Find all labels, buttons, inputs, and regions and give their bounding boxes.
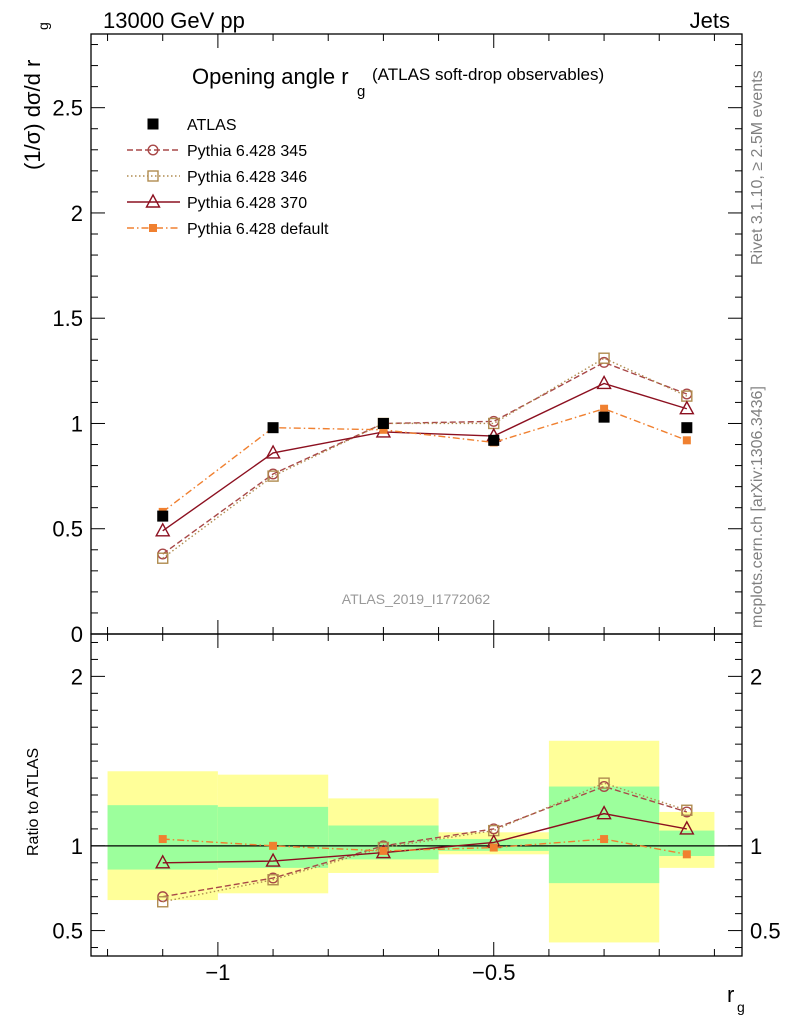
point-atlas [157, 510, 169, 522]
point-pythia-6-428-345 [598, 356, 610, 368]
point-pythia-6-428-370 [265, 444, 281, 459]
y-axis-label: (1/σ) dσ/d r [20, 60, 45, 170]
ratio-point-pythia-6-428-default [682, 850, 691, 859]
legend-label-pythia-6-428-346: Pythia 6.428 346 [187, 169, 307, 186]
series-line-pythia-6-428-345 [162, 361, 688, 555]
ratio-point-pythia-6-428-default [158, 835, 167, 844]
point-atlas [267, 422, 279, 434]
ratio-point-pythia-6-428-370 [596, 805, 612, 820]
ratio-point-pythia-6-428-370 [679, 820, 695, 835]
main-plot [155, 352, 695, 564]
ratio-point-pythia-6-428-346 [157, 896, 169, 908]
legend-marker-pythia-6-428-default [149, 224, 157, 232]
ratio-y-axis-label: Ratio to ATLAS [25, 748, 42, 856]
point-pythia-6-428-346 [157, 552, 169, 564]
point-pythia-6-428-346 [267, 470, 279, 482]
ratio-point-pythia-6-428-370 [155, 854, 171, 869]
y-tick-label: 1 [71, 411, 83, 436]
y-tick-label: 0 [71, 622, 83, 647]
side-label-bottom: mcplots.cern.ch [arXiv:1306.3436] [749, 386, 766, 628]
ratio-tick-label-right: 2 [750, 664, 762, 689]
header-right: Jets [690, 8, 730, 33]
x-axis-label: r [727, 982, 734, 1007]
point-atlas [598, 411, 610, 423]
ratio-point-pythia-6-428-default [489, 843, 498, 852]
header-left: 13000 GeV pp [103, 8, 245, 33]
ratio-point-pythia-6-428-370 [265, 852, 281, 867]
chart-title-tail: (ATLAS soft-drop observables) [372, 65, 604, 84]
ratio-tick-label-left: 1 [71, 834, 83, 859]
ratio-point-pythia-6-428-346 [267, 874, 279, 886]
point-atlas [377, 417, 389, 429]
chart-title: Opening angle r [192, 64, 349, 89]
legend-marker-pythia-6-428-346 [147, 170, 159, 182]
legend: ATLAS Pythia 6.428 345 Pythia 6.428 346 Pyt… [127, 117, 329, 238]
ratio-tick-label-right: 0.5 [750, 919, 781, 944]
y-tick-label: 0.5 [52, 517, 83, 542]
ratio-tick-label-left: 2 [71, 664, 83, 689]
ratio-band-green [548, 786, 660, 884]
ratio-tick-label-left: 0.5 [52, 919, 83, 944]
legend-marker-pythia-6-428-370 [145, 193, 161, 208]
legend-label-pythia-6-428-345: Pythia 6.428 345 [187, 143, 307, 160]
point-pythia-6-428-370 [679, 400, 695, 415]
ratio-line-pythia-6-428-345 [162, 785, 688, 898]
legend-label-pythia-6-428-370: Pythia 6.428 370 [187, 195, 307, 212]
point-pythia-6-428-346 [598, 352, 610, 364]
y-axis-label-sub: g [35, 22, 51, 30]
point-pythia-6-428-370 [155, 522, 171, 537]
series-line-pythia-6-428-346 [162, 357, 688, 559]
ratio-bands [91, 740, 742, 943]
point-pythia-6-428-default [682, 436, 691, 445]
x-axis-label-sub: g [737, 999, 745, 1015]
legend-marker-pythia-6-428-345 [147, 144, 159, 156]
ratio-point-pythia-6-428-346 [681, 804, 693, 816]
point-pythia-6-428-370 [596, 375, 612, 390]
ratio-point-pythia-6-428-default [269, 841, 278, 850]
y-tick-label: 2.5 [52, 96, 83, 121]
chart-title-sub: g [357, 83, 365, 100]
analysis-label: ATLAS_2019_I1772062 [342, 591, 491, 607]
series-line-pythia-6-428-default [162, 407, 688, 513]
ratio-plot [155, 777, 695, 908]
legend-label-pythia-6-428-default: Pythia 6.428 default [187, 221, 329, 238]
side-label-top: Rivet 3.1.10, ≥ 2.5M events [749, 70, 766, 265]
ratio-point-pythia-6-428-346 [598, 777, 610, 789]
ratio-point-pythia-6-428-default [379, 846, 388, 855]
y-tick-label: 2 [71, 201, 83, 226]
legend-label-atlas: ATLAS [187, 117, 237, 134]
x-tick-label: −0.5 [472, 960, 515, 985]
axes: −1 −0.5 0 0.5 1 1.5 2 2.5 0.5 0.5 1 1 2 2 [52, 33, 781, 985]
x-tick-label: −1 [205, 960, 230, 985]
point-atlas [488, 434, 500, 446]
ratio-tick-label-right: 1 [750, 834, 762, 859]
point-pythia-6-428-default [379, 425, 388, 434]
ratio-point-pythia-6-428-default [600, 835, 609, 844]
legend-marker-atlas [147, 118, 159, 130]
y-tick-label: 1.5 [52, 306, 83, 331]
point-pythia-6-428-default [600, 404, 609, 413]
ratio-line-pythia-6-428-default [162, 838, 687, 856]
series-line-pythia-6-428-370 [162, 382, 688, 532]
ratio-line-pythia-6-428-370 [162, 812, 687, 864]
point-atlas [681, 422, 693, 434]
